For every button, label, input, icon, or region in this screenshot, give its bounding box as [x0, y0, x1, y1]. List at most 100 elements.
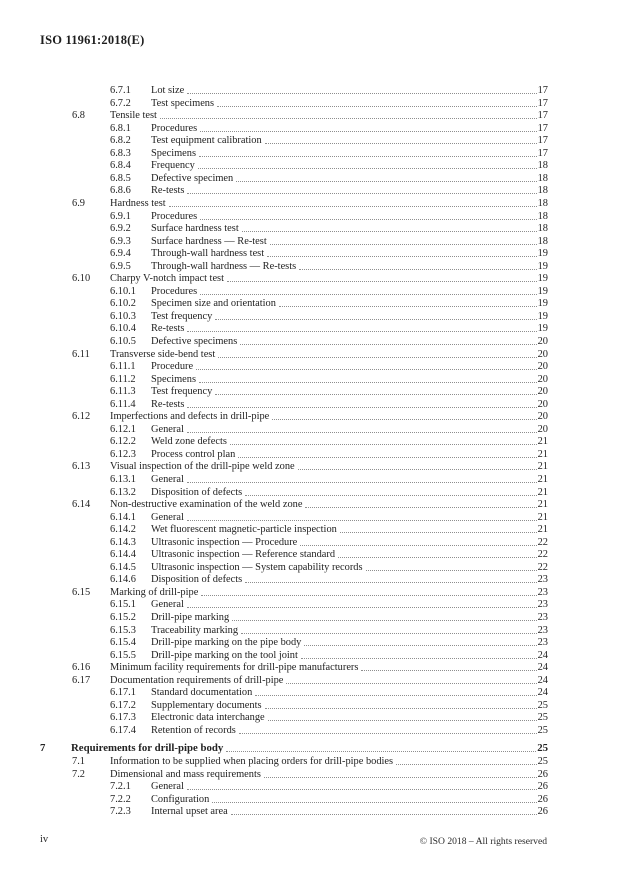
dot-leader: [245, 582, 537, 584]
toc-entry[interactable]: 6.14.6 Disposition of defects 23: [40, 573, 548, 586]
toc-entry[interactable]: 6.7.2 Test specimens 17: [40, 97, 548, 110]
toc-entry[interactable]: 6.8.2 Test equipment calibration 17: [40, 134, 548, 147]
dot-leader: [200, 130, 537, 132]
toc-entry[interactable]: 6.15.2 Drill-pipe marking 23: [40, 611, 548, 624]
toc-entry-page: 18: [537, 172, 548, 184]
toc-entry-number: 6.11.1: [110, 361, 136, 373]
toc-entry-title: Tensile test: [110, 110, 157, 122]
toc-entry-number: 6.14.6: [110, 574, 136, 586]
dot-leader: [300, 544, 537, 546]
toc-entry-page: 20: [537, 386, 548, 398]
toc-entry[interactable]: 6.10.2 Specimen size and orientation 19: [40, 297, 548, 310]
toc-entry[interactable]: 6.17.2 Supplementary documents 25: [40, 699, 548, 712]
footer-page-number: iv: [40, 834, 49, 845]
toc-entry-title: Ultrasonic inspection — Reference standa…: [151, 549, 336, 561]
toc-entry[interactable]: 6.10 Charpy V-notch impact test 19: [40, 272, 548, 285]
toc-entry[interactable]: 6.8 Tensile test 17: [40, 109, 548, 122]
toc-entry[interactable]: 6.17.1 Standard documentation 24: [40, 686, 548, 699]
toc-entry[interactable]: 6.13.1 General 21: [40, 473, 548, 486]
toc-entry-page: 20: [537, 411, 548, 423]
toc-entry[interactable]: 6.11.1 Procedure 20: [40, 360, 548, 373]
toc-entry[interactable]: 6.15.1 General 23: [40, 598, 548, 611]
toc-entry[interactable]: 6.9 Hardness test 18: [40, 197, 548, 210]
toc-entry[interactable]: 6.15 Marking of drill-pipe 23: [40, 586, 548, 599]
toc-entry-title: Ultrasonic inspection — Procedure: [151, 536, 298, 548]
toc-entry[interactable]: 6.10.1 Procedures 19: [40, 285, 548, 298]
toc-entry[interactable]: 6.15.4 Drill-pipe marking on the pipe bo…: [40, 636, 548, 649]
toc-entry-title: Transverse side-bend test: [110, 348, 216, 360]
toc-entry[interactable]: 6.12.3 Process control plan 21: [40, 448, 548, 461]
toc-entry-number: 6.8.5: [110, 172, 131, 184]
toc-entry[interactable]: 6.14.1 General 21: [40, 511, 548, 524]
toc-entry[interactable]: 6.12.2 Weld zone defects 21: [40, 435, 548, 448]
dot-leader: [200, 218, 537, 220]
toc-entry[interactable]: 6.14.3 Ultrasonic inspection — Procedure…: [40, 536, 548, 549]
toc-entry[interactable]: 6.10.4 Re-tests 19: [40, 322, 548, 335]
toc-entry[interactable]: 7.2.3 Internal upset area 26: [40, 805, 548, 818]
toc-entry[interactable]: 6.15.3 Traceability marking 23: [40, 624, 548, 637]
toc-entry[interactable]: 6.11.2 Specimens 20: [40, 373, 548, 386]
toc-entry[interactable]: 6.11 Transverse side-bend test 20: [40, 347, 548, 360]
toc-entry[interactable]: 6.12.1 General 20: [40, 423, 548, 436]
toc-entry[interactable]: 6.9.4 Through-wall hardness test 19: [40, 247, 548, 260]
toc-entry[interactable]: 7.2.2 Configuration 26: [40, 793, 548, 806]
toc-entry[interactable]: 6.14 Non-destructive examination of the …: [40, 498, 548, 511]
toc-entry[interactable]: 6.17.3 Electronic data interchange 25: [40, 711, 548, 724]
toc-entry-title: Drill-pipe marking on the pipe body: [151, 637, 302, 649]
toc-entry-page: 18: [537, 235, 548, 247]
toc-entry-number: 6.12.1: [110, 423, 136, 435]
dot-leader: [212, 801, 537, 803]
toc-entry[interactable]: 6.17.4 Retention of records 25: [40, 724, 548, 737]
dot-leader: [286, 682, 537, 684]
toc-entry-page: 19: [537, 248, 548, 260]
toc-entry[interactable]: 7.2.1 General 26: [40, 780, 548, 793]
toc-entry[interactable]: 6.8.1 Procedures 17: [40, 122, 548, 135]
toc-entry-page: 17: [537, 97, 548, 109]
toc-entry-page: 21: [537, 524, 548, 536]
toc-entry[interactable]: 6.9.5 Through-wall hardness — Re-tests 1…: [40, 260, 548, 273]
toc-entry-page: 18: [537, 185, 548, 197]
toc-entry-number: 6.17.2: [110, 699, 136, 711]
dot-leader: [236, 180, 537, 182]
toc-entry-page: 24: [537, 687, 548, 699]
toc-entry[interactable]: 7 Requirements for drill-pipe body 25: [40, 742, 548, 755]
dot-leader: [186, 519, 537, 521]
toc-entry[interactable]: 6.8.4 Frequency 18: [40, 159, 548, 172]
toc-entry-title: Through-wall hardness test: [151, 248, 265, 260]
toc-entry[interactable]: 6.9.1 Procedures 18: [40, 209, 548, 222]
toc-entry-number: 6.10.5: [110, 335, 136, 347]
toc-entry-page: 24: [537, 649, 548, 661]
toc-entry-number: 6.15.2: [110, 612, 136, 624]
toc-entry[interactable]: 6.12 Imperfections and defects in drill-…: [40, 410, 548, 423]
dot-leader: [200, 293, 537, 295]
toc-entry-title: General: [151, 474, 184, 485]
toc-entry-page: 26: [537, 806, 548, 818]
toc-entry[interactable]: 6.8.3 Specimens 17: [40, 147, 548, 160]
toc-entry[interactable]: 6.9.3 Surface hardness — Re-test 18: [40, 235, 548, 248]
toc-entry[interactable]: 6.16 Minimum facility requirements for d…: [40, 661, 548, 674]
toc-entry[interactable]: 6.11.4 Re-tests 20: [40, 398, 548, 411]
toc-entry[interactable]: 6.8.6 Re-tests 18: [40, 184, 548, 197]
toc-entry-title: Weld zone defects: [151, 436, 227, 448]
dot-leader: [186, 431, 537, 433]
toc-entry[interactable]: 6.15.5 Drill-pipe marking on the tool jo…: [40, 649, 548, 662]
toc-entry-title: Through-wall hardness — Re-tests: [151, 260, 297, 272]
toc-entry[interactable]: 6.9.2 Surface hardness test 18: [40, 222, 548, 235]
toc-entry[interactable]: 6.14.5 Ultrasonic inspection — System ca…: [40, 561, 548, 574]
toc-entry[interactable]: 6.14.2 Wet fluorescent magnetic-particle…: [40, 523, 548, 536]
toc-entry[interactable]: 6.13.2 Disposition of defects 21: [40, 486, 548, 499]
toc-entry[interactable]: 7.2 Dimensional and mass requirements 26: [40, 767, 548, 780]
toc-entry[interactable]: 7.1 Information to be supplied when plac…: [40, 755, 548, 768]
toc-entry[interactable]: 6.7.1 Lot size 17: [40, 84, 548, 97]
toc-entry[interactable]: 6.13 Visual inspection of the drill-pipe…: [40, 460, 548, 473]
toc-entry[interactable]: 6.10.3 Test frequency 19: [40, 310, 548, 323]
dot-leader: [187, 93, 537, 95]
toc-entry[interactable]: 6.11.3 Test frequency 20: [40, 385, 548, 398]
toc-entry[interactable]: 6.17 Documentation requirements of drill…: [40, 674, 548, 687]
toc-entry-title: Electronic data interchange: [151, 712, 265, 724]
toc-entry-title: Test equipment calibration: [151, 135, 262, 147]
toc-entry[interactable]: 6.14.4 Ultrasonic inspection — Reference…: [40, 548, 548, 561]
toc-entry[interactable]: 6.10.5 Defective specimens 20: [40, 335, 548, 348]
toc-entry[interactable]: 6.8.5 Defective specimen 18: [40, 172, 548, 185]
